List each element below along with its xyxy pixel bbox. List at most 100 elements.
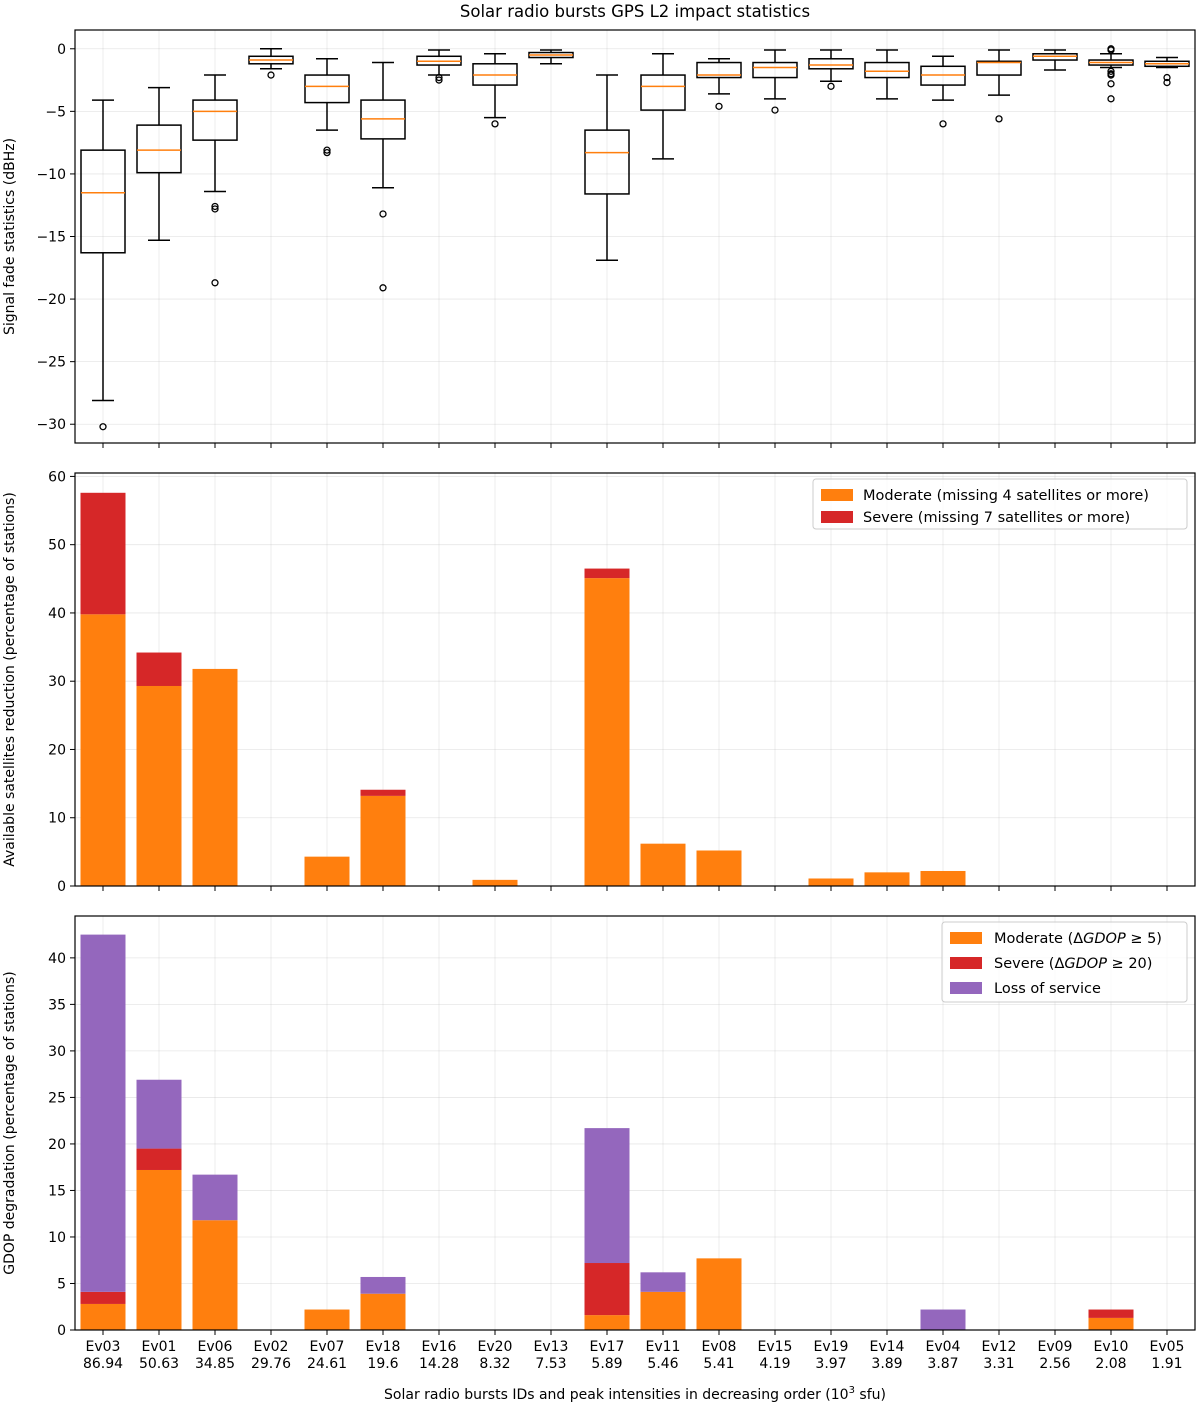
y-axis-label: Signal fade statistics (dBHz)	[2, 138, 18, 335]
bar-Ev01-series-2	[136, 1079, 182, 1149]
bar-Ev03-series-0	[80, 1303, 126, 1330]
x-tick-label-id: Ev14	[870, 1339, 905, 1355]
x-tick-label-id: Ev07	[310, 1339, 345, 1355]
box-Ev19	[808, 49, 854, 90]
box-iqr	[304, 74, 350, 104]
x-tick-label-intensity: 5.46	[647, 1356, 678, 1372]
x-tick-label-id: Ev08	[702, 1339, 737, 1355]
box-iqr	[80, 149, 126, 254]
bar-Ev17-series-1	[584, 568, 630, 579]
outlier-point	[1107, 95, 1115, 103]
bar-Ev17-series-0	[584, 1315, 630, 1330]
x-tick-label-id: Ev05	[1150, 1339, 1185, 1355]
bar-Ev20-series-0	[472, 879, 518, 886]
x-tick-label-intensity: 3.97	[815, 1356, 846, 1372]
box-iqr	[136, 124, 182, 174]
y-axis-label: Available satellites reduction (percenta…	[2, 492, 18, 867]
y-tick-label: 10	[48, 811, 66, 827]
x-tick-label-intensity: 34.85	[195, 1356, 235, 1372]
bar-Ev11-series-2	[640, 1272, 686, 1292]
legend: Moderate (ΔGDOP ≥ 5) Severe (ΔGDOP ≥ 20) L…	[941, 921, 1188, 1003]
outlier-point	[715, 102, 723, 110]
x-tick-label-intensity: 50.63	[139, 1356, 179, 1372]
y-tick-label: −25	[36, 355, 66, 371]
outlier-point	[771, 106, 779, 114]
x-tick-label-id: Ev16	[422, 1339, 457, 1355]
outlier-point	[211, 202, 219, 211]
bar-Ev18-series-2	[360, 1276, 406, 1294]
bar-Ev08-series-0	[696, 850, 742, 886]
x-tick-label-intensity: 3.87	[927, 1356, 958, 1372]
x-tick-label-id: Ev20	[478, 1339, 513, 1355]
bar-Ev14-series-0	[864, 872, 910, 886]
bar-Ev06-series-2	[192, 1174, 238, 1221]
bar-Ev06-series-0	[192, 1220, 238, 1330]
outlier-point	[379, 284, 387, 292]
bar-Ev01-series-0	[136, 1169, 182, 1330]
y-axis-label: GDOP degradation (percentage of stations…	[2, 971, 18, 1275]
bar-Ev03-series-0	[80, 614, 126, 886]
y-tick-label: 50	[48, 538, 66, 554]
x-tick-label-intensity: 2.08	[1095, 1356, 1126, 1372]
box-iqr	[640, 74, 686, 111]
x-tick-label-intensity: 4.19	[759, 1356, 790, 1372]
x-tick-label-id: Ev06	[198, 1339, 233, 1355]
outlier-point	[1163, 78, 1171, 87]
box-Ev15	[752, 49, 798, 114]
bar-Ev10-series-1	[1088, 1309, 1134, 1318]
outlier-point	[211, 279, 219, 287]
outlier-point	[827, 82, 835, 90]
gridlines	[75, 30, 1195, 443]
box-Ev20	[472, 53, 518, 128]
x-tick-label-id: Ev13	[534, 1339, 569, 1355]
box-Ev03	[80, 99, 126, 431]
x-tick-label-id: Ev03	[86, 1339, 121, 1355]
x-tick-label-id: Ev12	[982, 1339, 1017, 1355]
outlier-point	[323, 146, 331, 154]
outlier-point	[435, 76, 443, 84]
x-tick-label-id: Ev15	[758, 1339, 793, 1355]
x-tick-label-id: Ev18	[366, 1339, 401, 1355]
legend-frame	[812, 478, 1188, 530]
outlier-point	[939, 120, 947, 128]
bar-Ev18-series-0	[360, 1293, 406, 1330]
x-tick-label-intensity: 3.89	[871, 1356, 902, 1372]
outlier-point	[211, 205, 219, 213]
bar-Ev11-series-0	[640, 1291, 686, 1330]
x-tick-label-intensity: 29.76	[251, 1356, 291, 1372]
bar-Ev17-series-2	[584, 1128, 630, 1264]
box-Ev08	[696, 58, 742, 110]
x-tick-label-intensity: 2.56	[1039, 1356, 1070, 1372]
box-Ev09	[1032, 49, 1078, 71]
y-tick-label: 40	[48, 606, 66, 622]
box-Ev13	[528, 49, 574, 65]
signal-fade-boxplot-panel: 0 −5 −10 −15 −20 −25 −30 Signal fade statistics…	[2, 29, 1196, 448]
outlier-point	[379, 210, 387, 218]
legend-swatch	[950, 932, 982, 944]
box-iqr	[696, 61, 742, 79]
outlier-point	[1107, 45, 1115, 53]
box-Ev12	[976, 49, 1022, 123]
axes-frame	[74, 29, 1196, 444]
x-tick-label-intensity: 14.28	[419, 1356, 459, 1372]
y-tick-label: 5	[57, 1276, 66, 1292]
bar-Ev03-series-1	[80, 492, 126, 615]
x-tick-label-intensity: 24.61	[307, 1356, 347, 1372]
x-tick-label-intensity: 86.94	[83, 1356, 123, 1372]
box-Ev06	[192, 74, 238, 287]
legend-label: Severe (ΔGDOP ≥ 20)	[994, 956, 1152, 972]
x-tick-label-id: Ev04	[926, 1339, 961, 1355]
box-Ev02	[248, 48, 294, 79]
box-Ev07	[304, 58, 350, 157]
bar-Ev01-series-1	[136, 1148, 182, 1170]
box-Ev11	[640, 53, 686, 160]
legend-swatch	[950, 957, 982, 969]
outlier-point	[435, 73, 443, 82]
box-iqr	[808, 58, 854, 70]
outlier-point	[1107, 71, 1115, 79]
x-tick-label-id: Ev10	[1094, 1339, 1129, 1355]
y-tick-label: −5	[45, 104, 66, 120]
y-tick-label: −10	[36, 167, 66, 183]
